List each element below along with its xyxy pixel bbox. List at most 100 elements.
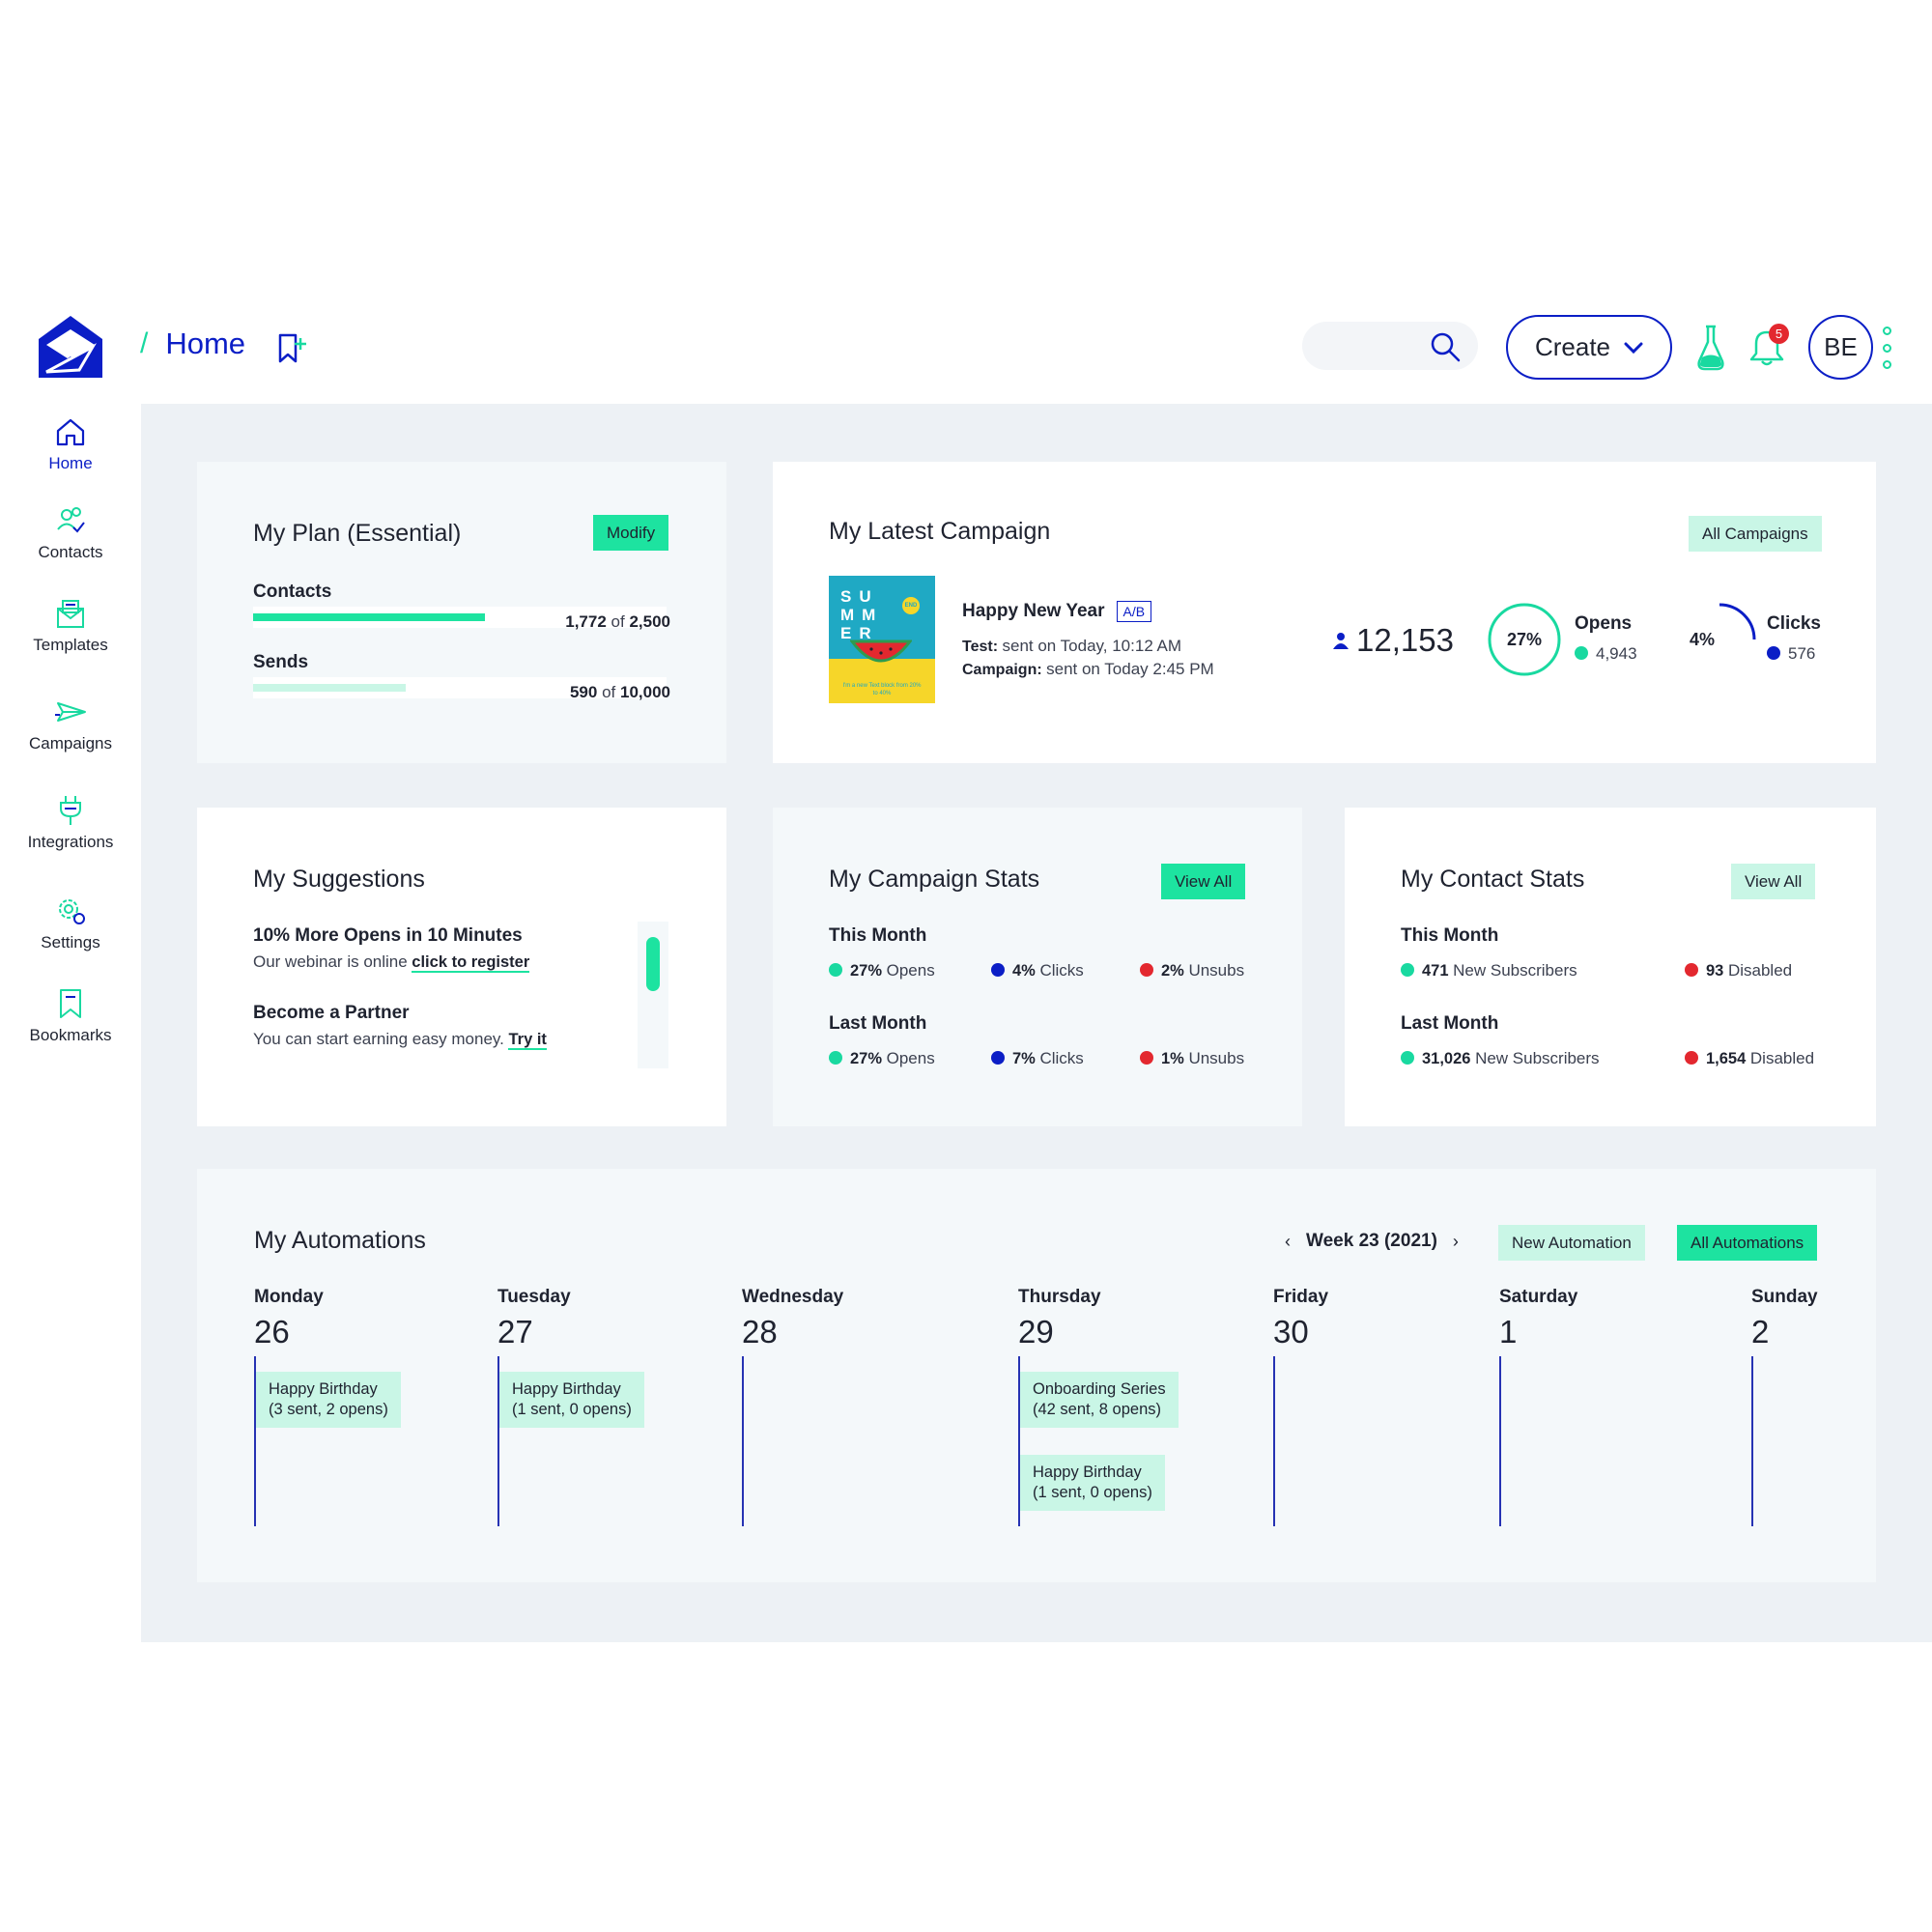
suggestions-scrollbar[interactable]	[638, 922, 668, 1068]
last-month-label: Last Month	[1401, 1013, 1499, 1034]
stat-new-subscribers: 31,026 New Subscribers	[1401, 1049, 1600, 1068]
next-week-chevron-icon[interactable]: ›	[1452, 1231, 1459, 1251]
card-title: My Plan (Essential)	[253, 520, 462, 547]
contacts-usage-bar-track	[253, 607, 667, 628]
automation-event[interactable]: Happy Birthday (1 sent, 0 opens)	[1020, 1455, 1165, 1511]
clicks-count: 576	[1767, 644, 1815, 664]
stat-clicks: 7% Clicks	[991, 1049, 1084, 1068]
contact-stats-card: My Contact Stats View All This Month 471…	[1345, 808, 1876, 1126]
all-campaigns-button[interactable]: All Campaigns	[1689, 516, 1822, 552]
day-timeline	[254, 1356, 256, 1526]
day-name: Saturday	[1499, 1287, 1578, 1307]
add-bookmark-icon[interactable]	[277, 332, 308, 365]
sidebar-item-label: Home	[48, 454, 93, 472]
view-all-contact-stats-button[interactable]: View All	[1731, 864, 1816, 899]
contacts-icon	[57, 507, 85, 533]
watermelon-icon	[850, 639, 912, 663]
clicks-label: Clicks	[1767, 613, 1821, 634]
suggestion-text: You can start earning easy money. Try it	[253, 1030, 547, 1050]
day-number: 26	[254, 1314, 290, 1350]
day-number: 27	[497, 1314, 533, 1350]
clicks-rate-text: 4%	[1690, 630, 1715, 649]
search-input[interactable]	[1302, 322, 1478, 370]
suggestion-text: Our webinar is online click to register	[253, 952, 530, 973]
stat-opens: 27% Opens	[829, 1049, 935, 1068]
contacts-usage-label: Contacts	[253, 582, 332, 602]
day-timeline	[742, 1356, 744, 1526]
person-icon	[1333, 633, 1349, 649]
day-timeline	[1018, 1356, 1020, 1526]
automation-event[interactable]: Happy Birthday (1 sent, 0 opens)	[499, 1372, 644, 1428]
stat-new-subscribers: 471 New Subscribers	[1401, 961, 1577, 980]
campaign-sent-info: Campaign: sent on Today 2:45 PM	[962, 660, 1214, 678]
sends-usage-bar-track	[253, 677, 667, 698]
more-options-icon[interactable]	[1881, 327, 1892, 369]
sidebar-item-label: Bookmarks	[29, 1026, 112, 1044]
last-month-label: Last Month	[829, 1013, 927, 1034]
settings-gear-icon	[59, 899, 85, 924]
lab-flask-icon[interactable]	[1696, 325, 1725, 371]
modify-plan-button[interactable]: Modify	[593, 515, 669, 551]
day-timeline	[1751, 1356, 1753, 1526]
day-timeline	[1273, 1356, 1275, 1526]
week-navigator: ‹ Week 23 (2021) ›	[1285, 1231, 1459, 1252]
create-button[interactable]: Create	[1506, 315, 1672, 380]
sends-usage-value: 590 of 10,000	[569, 683, 670, 701]
thumbnail-headline: SUMMER	[840, 587, 884, 642]
recipients-count: 12,153	[1333, 622, 1454, 659]
opens-label: Opens	[1575, 613, 1633, 634]
sidebar-item-settings[interactable]: Settings	[0, 895, 141, 952]
new-automation-button[interactable]: New Automation	[1498, 1225, 1645, 1261]
latest-campaign-card: My Latest Campaign All Campaigns SUMMER …	[773, 462, 1876, 763]
scrollbar-thumb[interactable]	[646, 937, 660, 991]
thumbnail-caption: I'm a new Text block from 20% to 40%	[842, 683, 922, 696]
test-sent-info: Test: sent on Today, 10:12 AM	[962, 637, 1182, 655]
day-timeline	[1499, 1356, 1501, 1526]
sidebar-item-integrations[interactable]: Integrations	[0, 794, 141, 852]
sends-usage-bar-fill	[253, 684, 406, 692]
day-name: Friday	[1273, 1287, 1329, 1307]
notification-count-badge: 5	[1769, 324, 1789, 344]
day-name: Wednesday	[742, 1287, 844, 1307]
sidebar-item-contacts[interactable]: Contacts	[0, 504, 141, 562]
sidebar-item-label: Campaigns	[29, 734, 112, 753]
thumbnail-sand	[829, 659, 935, 703]
day-name: Monday	[254, 1287, 324, 1307]
stat-clicks: 4% Clicks	[991, 961, 1084, 980]
day-timeline	[497, 1356, 499, 1526]
thumbnail-badge: END	[902, 597, 920, 614]
all-automations-button[interactable]: All Automations	[1677, 1225, 1818, 1261]
automation-event[interactable]: Happy Birthday (3 sent, 2 opens)	[256, 1372, 401, 1428]
card-title: My Contact Stats	[1401, 866, 1585, 893]
campaign-thumbnail[interactable]: SUMMER END I'm a new Text block from 20%…	[829, 576, 935, 703]
sidebar-item-templates[interactable]: Templates	[0, 597, 141, 655]
sidebar-item-bookmarks[interactable]: Bookmarks	[0, 987, 141, 1045]
my-plan-card: My Plan (Essential) Modify Contacts 1,77…	[197, 462, 726, 763]
register-link[interactable]: click to register	[412, 953, 530, 973]
breadcrumb: / Home	[140, 327, 245, 361]
sidebar-item-campaigns[interactable]: Campaigns	[0, 696, 141, 753]
view-all-campaign-stats-button[interactable]: View All	[1161, 864, 1246, 899]
campaign-stats-card: My Campaign Stats View All This Month 27…	[773, 808, 1302, 1126]
campaign-name-row: Happy New Year A/B	[962, 601, 1152, 622]
sidebar-item-label: Integrations	[27, 833, 114, 851]
stat-unsubs: 2% Unsubs	[1140, 961, 1244, 980]
contacts-usage-value: 1,772 of 2,500	[565, 612, 670, 631]
day-number: 1	[1499, 1314, 1518, 1350]
week-label: Week 23 (2021)	[1306, 1231, 1437, 1251]
day-name: Thursday	[1018, 1287, 1101, 1307]
automation-event[interactable]: Onboarding Series (42 sent, 8 opens)	[1020, 1372, 1179, 1428]
card-title: My Campaign Stats	[829, 866, 1040, 893]
templates-icon	[57, 600, 84, 628]
previous-week-chevron-icon[interactable]: ‹	[1285, 1231, 1291, 1251]
logo-icon[interactable]	[37, 314, 104, 382]
campaign-name[interactable]: Happy New Year	[962, 601, 1105, 621]
search-icon[interactable]	[1430, 331, 1461, 362]
my-automations-card: My Automations ‹ Week 23 (2021) › New Au…	[197, 1169, 1876, 1582]
sidebar-item-home[interactable]: Home	[0, 415, 141, 473]
user-avatar[interactable]: BE	[1808, 315, 1873, 380]
clicks-rate-ring: 4%	[1690, 603, 1756, 649]
card-title: My Automations	[254, 1227, 426, 1254]
breadcrumb-home[interactable]: Home	[165, 327, 246, 360]
try-it-link[interactable]: Try it	[508, 1031, 547, 1050]
